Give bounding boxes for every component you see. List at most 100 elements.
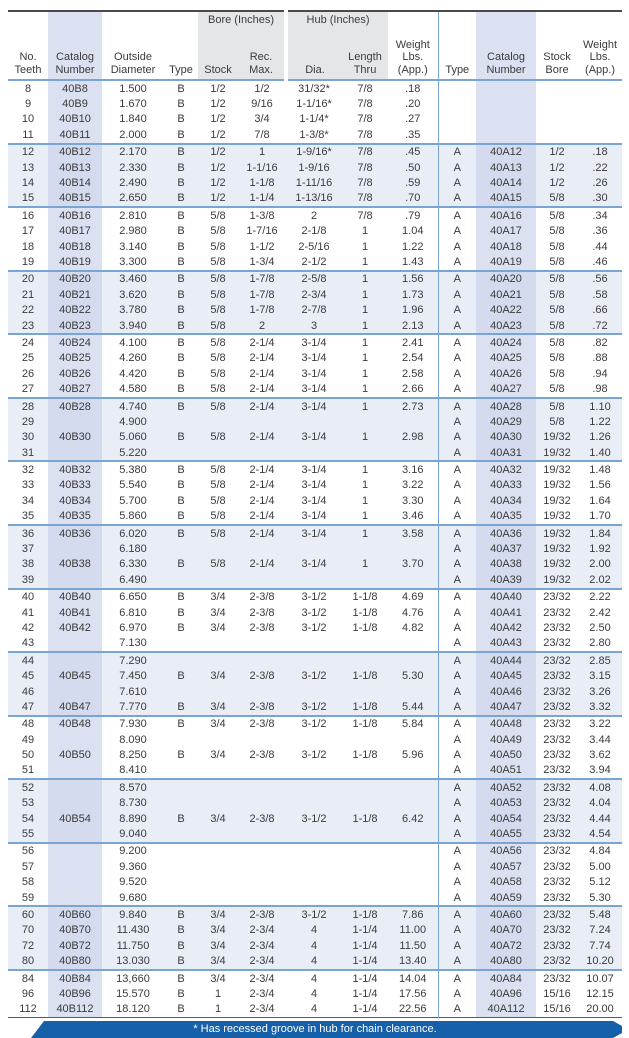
cell: 15	[8, 190, 48, 208]
cell	[164, 732, 198, 747]
cell: A	[437, 635, 477, 653]
cell: .79	[388, 206, 439, 224]
cell: 3-1/2	[286, 905, 342, 923]
cell	[286, 572, 342, 589]
cell: .82	[578, 333, 623, 351]
cell: .26	[578, 175, 623, 191]
cell: 1	[238, 142, 286, 160]
group-header-bore-inches: Bore (Inches)	[198, 11, 286, 41]
cell	[286, 444, 342, 462]
cell: 3/4	[198, 810, 238, 827]
cell: A	[437, 620, 477, 636]
cell: 40B26	[48, 366, 102, 382]
table-row: 34 40B34 5.700 B 5/8 2-1/4 3-1/4 1 3.30 A 40A34 19/…	[8, 493, 622, 509]
cell: 6.490	[102, 572, 164, 589]
cell: 5.84	[388, 714, 439, 733]
cell: 40A50	[476, 747, 537, 763]
cell: 40A12	[476, 142, 537, 160]
cell: 1.96	[388, 302, 439, 318]
cell: 4.900	[102, 414, 164, 430]
cell: B	[164, 287, 198, 303]
cell: 23/32	[536, 938, 579, 954]
cell: 23/32	[536, 778, 579, 796]
table-row: 56 9.200 A 40A56 23/32 4.84	[8, 841, 623, 860]
cell: 40B47	[48, 699, 102, 716]
table-row: 35 40B35 5.860 B 5/8 2-1/4 3-1/4 1 3.46 A 40A35 19/…	[8, 508, 622, 525]
cell: 40B9	[48, 96, 102, 112]
cell	[164, 651, 198, 669]
cell: .98	[592, 383, 608, 396]
cell: 5/8	[549, 352, 565, 365]
cell: 5/8	[536, 333, 579, 351]
cell: 5/8	[549, 367, 565, 380]
cell: 1	[342, 429, 389, 445]
cell: 3/4	[210, 606, 226, 619]
cell	[198, 859, 238, 874]
cell: 5/8	[198, 206, 238, 224]
cell: A	[437, 333, 477, 351]
cell: 1-9/16	[286, 159, 342, 176]
cell: B	[164, 333, 198, 351]
cell: 2-5/8	[286, 269, 342, 288]
cell: 1-1/16	[238, 159, 286, 176]
cell: B	[177, 367, 185, 380]
cell	[164, 636, 198, 652]
cell: 1-1/4	[352, 1003, 378, 1016]
cell: 3-1/2	[301, 606, 327, 619]
cell: 12	[8, 142, 48, 160]
cell: 2-3/8	[238, 587, 286, 605]
cell: 19/32	[536, 572, 579, 589]
cell: 16	[8, 206, 48, 224]
cell: A	[437, 859, 477, 875]
cell	[286, 636, 342, 652]
cell: 5.12	[589, 876, 611, 889]
cell: 2.22	[578, 587, 623, 605]
table-row: 23 40B23 3.940 B 5/8 2 3 1 2.13 A 40A23 5/8.72	[8, 317, 623, 335]
cell	[164, 890, 198, 906]
cell: 2.330	[102, 159, 164, 176]
cell: 4	[286, 938, 342, 954]
cell: 1-7/8	[238, 269, 286, 288]
cell: 1.22	[578, 414, 623, 430]
cell: 40B72	[48, 938, 102, 954]
cell: A	[437, 968, 477, 987]
cell: 2-3/8	[249, 749, 275, 762]
cell: 40B14	[48, 175, 102, 191]
cell: 56	[8, 841, 48, 860]
cell: 4.08	[578, 778, 623, 796]
cell	[342, 890, 388, 906]
cell	[238, 778, 286, 796]
cell: A	[437, 889, 477, 907]
cell	[48, 841, 102, 860]
cell	[476, 111, 537, 128]
cell: 1.10	[578, 396, 623, 415]
cell	[48, 859, 102, 875]
cell: 59	[21, 891, 35, 904]
table-row: 14 40B14 2.490 B 1/2 1-1/8 1-11/16 7/8.59 A 40A14…	[8, 175, 623, 191]
cell	[388, 732, 438, 747]
cell: 7/8	[342, 206, 389, 224]
cell: 3-1/4	[286, 396, 342, 415]
cell: 40B10	[48, 111, 102, 128]
cell: 5/8	[536, 396, 579, 415]
cell: 20.00	[586, 1003, 614, 1016]
cell: 40A53	[476, 795, 537, 811]
cell: 10.07	[578, 968, 623, 987]
cell: 40A34	[476, 493, 537, 509]
cell: A	[437, 541, 477, 557]
cell: 35	[21, 510, 35, 523]
table-row: 52 8.570 A 40A52 23/32 4.08	[8, 778, 623, 796]
cell: 40A51	[476, 762, 537, 780]
cell: 40B40	[48, 587, 102, 605]
cell: 40B8	[48, 78, 102, 97]
cell: .45	[388, 142, 439, 160]
cell: 1.43	[402, 255, 424, 268]
cell: B	[177, 494, 185, 507]
cell: 13.030	[102, 953, 164, 970]
cell	[48, 635, 102, 653]
cell: 96	[21, 987, 35, 1000]
cell: 40A18	[476, 238, 537, 255]
cell: 40A54	[476, 810, 537, 827]
cell: A	[437, 317, 477, 335]
cell: 19/32	[543, 479, 571, 492]
